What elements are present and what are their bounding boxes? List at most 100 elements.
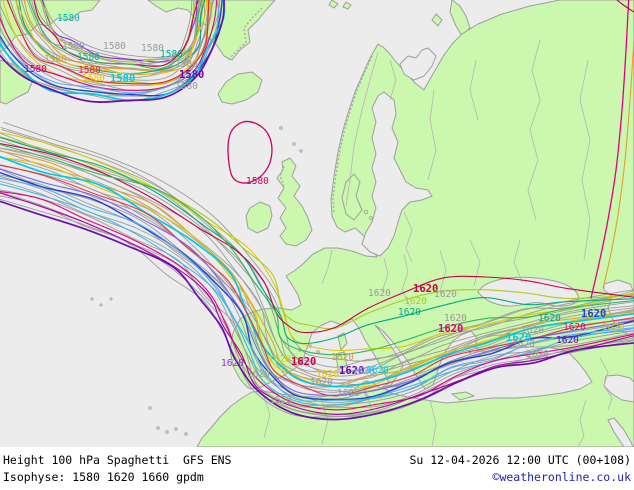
contour-value-label: 1620 bbox=[526, 349, 549, 360]
contour-value-label: 1620 bbox=[339, 365, 364, 377]
contour-value-label: 1620 bbox=[316, 369, 339, 380]
contour-value-label: 1620 bbox=[331, 352, 354, 363]
contour-line bbox=[0, 132, 634, 377]
river-nile bbox=[577, 399, 587, 447]
contour-value-label: 1620 bbox=[602, 322, 625, 333]
island-shetland-2 bbox=[299, 149, 303, 153]
isohypse-legend: Isophyse: 1580 1620 1660 gpdm bbox=[3, 470, 204, 484]
contour-value-label: 1620 bbox=[404, 296, 427, 307]
border-norway-sweden bbox=[345, 51, 379, 207]
contour-line bbox=[0, 192, 634, 415]
contour-value-label: 1580 bbox=[77, 52, 100, 63]
contour-line bbox=[0, 168, 634, 396]
contour-value-label: 1620 bbox=[563, 322, 586, 333]
island-corsica bbox=[337, 332, 348, 352]
contour-line bbox=[0, 0, 225, 103]
contour-line bbox=[1, 129, 634, 373]
land-svalbard-2 bbox=[342, 1, 352, 10]
contour-value-label: 1620 bbox=[221, 358, 244, 369]
contour-line bbox=[28, 0, 203, 70]
land-denmark bbox=[341, 173, 363, 221]
island-canary-3 bbox=[174, 427, 178, 431]
river-euphrates bbox=[599, 357, 613, 411]
border-france-benelux bbox=[321, 249, 333, 285]
contour-line bbox=[616, 0, 634, 13]
contour-value-label: 1580 bbox=[160, 49, 183, 60]
contour-value-label: 1620 bbox=[556, 335, 579, 346]
credit-watermark: ©weatheronline.co.uk bbox=[492, 470, 631, 484]
border-baltics-russia bbox=[403, 211, 413, 263]
contour-value-label: 1580 bbox=[62, 41, 85, 52]
island-crete bbox=[450, 391, 476, 401]
contour-line bbox=[39, 0, 197, 63]
contour-value-label: 1620 bbox=[366, 365, 389, 376]
contour-value-label: 1620 bbox=[444, 313, 467, 324]
product-title: Height 100 hPa Spaghetti GFS ENS bbox=[3, 453, 232, 467]
border-poland-ukraine bbox=[401, 253, 411, 307]
contour-value-label: 1580 bbox=[82, 73, 105, 84]
island-funen bbox=[369, 216, 373, 220]
contour-value-label: 1580 bbox=[24, 64, 47, 75]
contour-value-label: 1580 bbox=[246, 176, 269, 187]
contour-line bbox=[0, 143, 634, 356]
contour-line bbox=[7, 0, 213, 85]
contour-value-label: 1620 bbox=[538, 313, 561, 324]
contour-line bbox=[0, 0, 218, 91]
sea-baltic bbox=[361, 91, 433, 257]
border-ukraine-russia bbox=[469, 239, 481, 287]
contour-value-label: 1620 bbox=[268, 354, 291, 365]
contour-value-label: 1620 bbox=[310, 377, 333, 388]
contour-value-label: 1620 bbox=[291, 356, 316, 368]
island-madeira bbox=[148, 406, 152, 410]
contour-line bbox=[26, 0, 201, 71]
scotland-coast-texture bbox=[279, 165, 285, 187]
contour-value-label: 1620 bbox=[398, 307, 421, 318]
contour-value-label: 1580 bbox=[141, 43, 164, 54]
island-azores-3 bbox=[109, 297, 113, 301]
border-libya-egypt bbox=[429, 399, 437, 447]
contour-value-label: 1620 bbox=[352, 366, 375, 377]
sea-gulf bbox=[603, 374, 634, 403]
contour-value-label: 1620 bbox=[413, 283, 438, 295]
contour-line bbox=[0, 155, 634, 388]
contour-line bbox=[0, 177, 634, 402]
island-canary-2 bbox=[165, 430, 169, 434]
greenland-fjords bbox=[227, 7, 263, 61]
contour-line bbox=[0, 0, 215, 87]
contour-value-label: 1620 bbox=[521, 325, 544, 336]
river-russia-1 bbox=[527, 39, 541, 221]
contour-value-label: 1580 bbox=[175, 59, 198, 70]
contour-value-label: 1580 bbox=[179, 69, 204, 81]
contour-value-label: 1580 bbox=[175, 81, 198, 92]
run-valid-time: Su 12-04-2026 12:00 UTC (00+108) bbox=[409, 453, 631, 467]
contour-value-label: 1620 bbox=[581, 308, 606, 320]
spaghetti-contours-layer bbox=[0, 0, 634, 421]
contour-value-label: 1580 bbox=[110, 73, 135, 85]
border-tunisia-libya bbox=[365, 389, 373, 413]
border-volga-region bbox=[513, 239, 523, 283]
contour-line bbox=[3, 121, 634, 362]
contour-line bbox=[0, 142, 634, 334]
contour-line bbox=[227, 120, 273, 184]
contour-value-label: 1620 bbox=[438, 323, 463, 335]
sea-white bbox=[399, 47, 437, 81]
contour-value-label: 1580 bbox=[103, 41, 126, 52]
contour-value-label: 1620 bbox=[269, 395, 292, 406]
island-zealand bbox=[363, 209, 369, 215]
land-britain bbox=[276, 157, 313, 247]
river-russia-3 bbox=[469, 59, 479, 121]
land-ireland bbox=[245, 201, 273, 234]
island-azores-2 bbox=[99, 303, 103, 307]
contour-value-label: 1580 bbox=[44, 54, 67, 65]
contour-line bbox=[6, 0, 210, 85]
border-morocco-algeria bbox=[261, 391, 271, 439]
coast-texture-layer bbox=[227, 7, 373, 215]
contour-value-label: 1580 bbox=[78, 65, 101, 76]
norway-fjords bbox=[332, 55, 373, 215]
land-eurasia-africa bbox=[196, 0, 634, 447]
land-arctic-isle bbox=[431, 13, 443, 27]
contour-line bbox=[0, 200, 634, 421]
island-sardinia bbox=[335, 351, 348, 371]
